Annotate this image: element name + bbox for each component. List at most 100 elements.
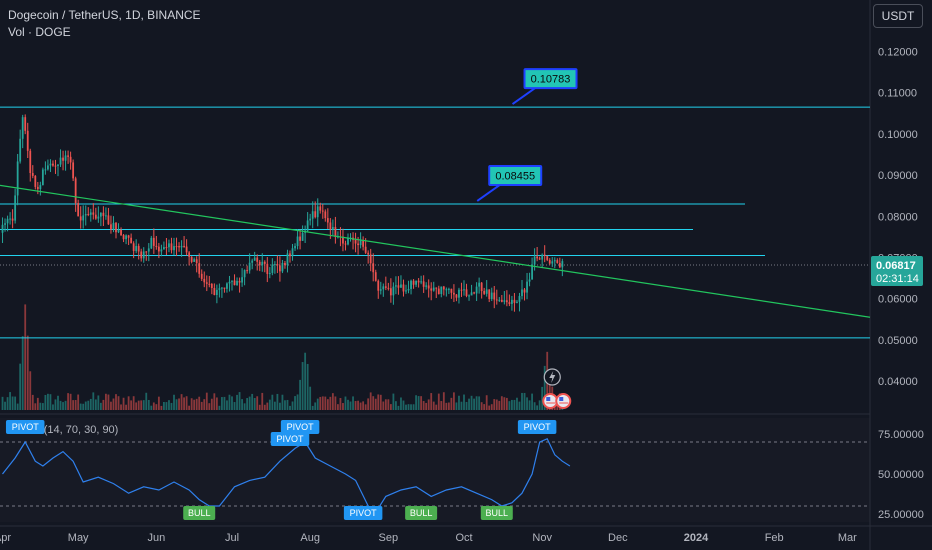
candle-body [89, 212, 92, 215]
candle-body [281, 263, 284, 272]
volume-bar [296, 394, 299, 410]
volume-bar [306, 363, 309, 410]
volume-bar [59, 400, 62, 410]
volume-bar [400, 397, 402, 410]
volume-bar [372, 396, 375, 410]
candle-body [39, 185, 42, 190]
volume-bar [405, 404, 407, 410]
marker-label: BULL [410, 508, 433, 518]
marker-box [280, 420, 320, 434]
candle-body [445, 289, 448, 291]
volume-bar [468, 398, 470, 410]
candle-body [357, 243, 359, 246]
candle-body [427, 285, 430, 289]
candle-body [137, 245, 140, 252]
volume-bar [9, 392, 11, 410]
volume-bar [329, 396, 332, 410]
trendline-line[interactable] [0, 184, 871, 318]
volume-bar [251, 393, 254, 410]
volume-bar [286, 399, 289, 410]
lightning-icon-bolt [549, 371, 556, 383]
candle-body [21, 117, 24, 139]
candle-body [286, 253, 289, 266]
candle-body [316, 206, 319, 218]
volume-bar [339, 398, 342, 410]
candle-body [369, 254, 372, 264]
price-tick: 0.06000 [878, 294, 918, 306]
candle-body [74, 178, 77, 204]
candle-body [44, 169, 47, 171]
candle-body [59, 157, 62, 165]
volume-bar [465, 401, 468, 410]
time-tick: Sep [379, 532, 399, 544]
volume-bar [344, 396, 347, 410]
volume-bar [29, 371, 32, 410]
volume-bar [241, 399, 243, 410]
candle-body [165, 247, 168, 249]
volume-bar [485, 395, 488, 410]
volume-bar [203, 399, 206, 410]
candle-body [402, 284, 405, 292]
volume-bar [102, 399, 105, 410]
candle-body [268, 272, 271, 274]
volume-bar [337, 404, 339, 410]
candle-body [92, 212, 95, 215]
volume-bar [1, 396, 4, 410]
symbol-title[interactable]: Dogecoin / TetherUS, 1D, BINANCE [8, 8, 201, 22]
candle-body [359, 240, 362, 246]
volume-bar [331, 393, 334, 410]
candle-body [536, 256, 539, 259]
volume-bar [223, 396, 226, 410]
candle-body [468, 295, 470, 297]
volume-bar [490, 404, 493, 410]
volume-bar [112, 398, 115, 410]
volume-bar [480, 402, 483, 410]
candle-body [334, 227, 337, 238]
volume-bars [1, 304, 564, 410]
price-axis[interactable]: 0.120000.110000.100000.090000.080000.070… [871, 47, 924, 522]
candle-body [130, 237, 133, 244]
volume-bar [74, 399, 77, 410]
candle-body [289, 253, 291, 257]
candle-body [82, 215, 85, 221]
candle-body [115, 222, 117, 233]
volume-bar [190, 398, 193, 410]
candle-body [379, 289, 382, 291]
candle-body [41, 169, 44, 186]
candle-body [64, 155, 67, 161]
candle-body [198, 263, 201, 274]
volume-bar [437, 393, 440, 410]
time-axis[interactable]: Apr May Jun Jul Aug Sep Oct Nov Dec 2024 Feb Mar [0, 532, 857, 544]
volume-bar [473, 398, 475, 410]
price-callouts: 0.10783 0.08455 [476, 68, 578, 202]
candle-body [319, 206, 322, 211]
candle-body [531, 264, 533, 280]
volume-bar [369, 392, 372, 410]
volume-bar [505, 397, 508, 410]
currency-button[interactable]: USDT [873, 4, 923, 28]
time-tick: Jul [225, 532, 239, 544]
candle-body [420, 281, 423, 283]
candle-body [228, 281, 231, 284]
candle-body [405, 290, 407, 292]
candle-body [284, 263, 286, 266]
volume-bar [246, 398, 249, 410]
candle-body [314, 211, 317, 218]
candle-body [84, 214, 87, 216]
volume-bar [271, 394, 274, 410]
trendline[interactable] [0, 184, 871, 318]
candlesticks [1, 114, 564, 312]
candle-body [473, 292, 475, 294]
candle-body [362, 240, 365, 247]
volume-bar [195, 398, 198, 410]
volume-bar [97, 395, 100, 410]
candle-body [57, 164, 59, 166]
volume-bar [150, 405, 153, 410]
volume-bar [11, 396, 14, 410]
volume-bar [4, 401, 6, 410]
volume-bar [430, 393, 433, 410]
rsi-marker-bull: BULL [480, 506, 513, 520]
marker-box [405, 506, 438, 520]
marker-label: PIVOT [524, 422, 552, 432]
